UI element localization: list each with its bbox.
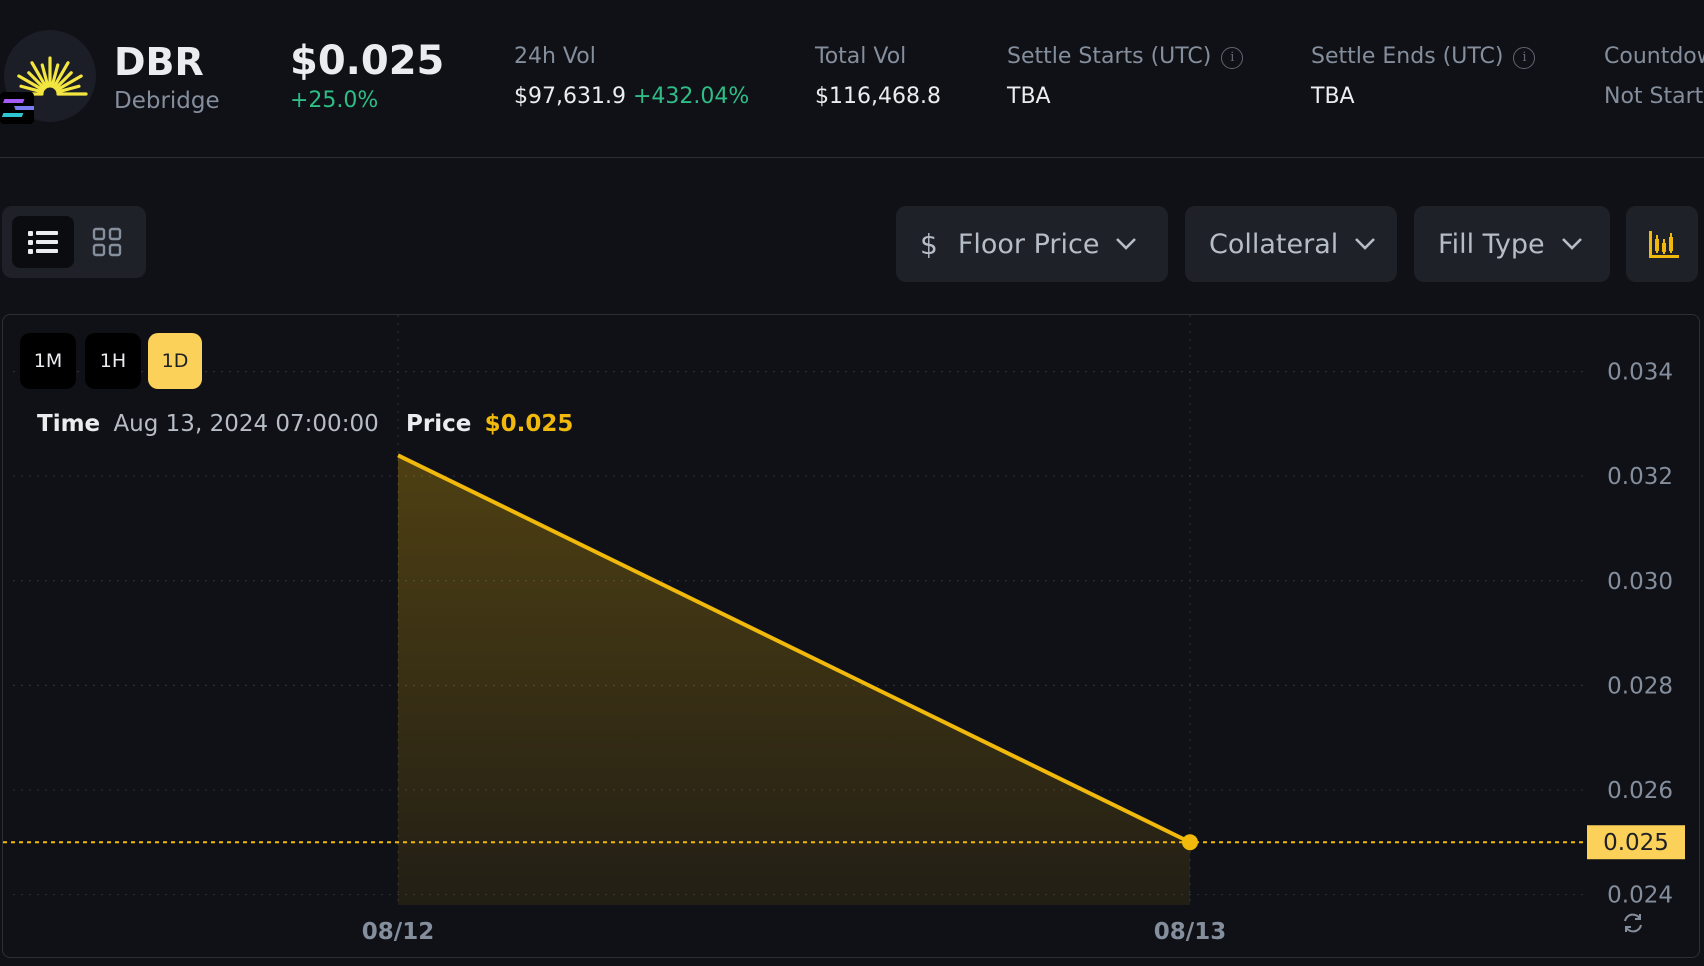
chain-badge-icon — [0, 92, 36, 124]
price-point — [1182, 834, 1198, 851]
collateral-label: Collateral — [1209, 228, 1339, 260]
list-icon — [28, 231, 58, 254]
candlestick-chart-icon — [1649, 231, 1679, 258]
x-tick-label: 08/12 — [362, 919, 434, 945]
dollar-icon: $ — [920, 227, 938, 261]
list-view-button[interactable] — [12, 216, 74, 268]
x-tick-label: 08/13 — [1154, 919, 1226, 945]
countdown-label: Countdown — [1604, 44, 1704, 69]
settle-ends-value: TBA — [1311, 84, 1355, 109]
y-tick-label: 0.034 — [1607, 360, 1673, 386]
token-price: $0.025 — [290, 38, 445, 84]
period-button-1m[interactable]: 1M — [20, 333, 76, 389]
y-tick-label: 0.032 — [1607, 464, 1673, 490]
price-line — [397, 453, 1191, 845]
tooltip-time-value: Aug 13, 2024 07:00:00 — [113, 411, 379, 437]
y-tick-label: 0.030 — [1607, 569, 1673, 595]
grid-icon — [92, 227, 122, 257]
total-vol-label: Total Vol — [815, 44, 907, 69]
current-price-label: 0.025 — [1603, 830, 1669, 856]
tooltip-price-key: Price — [406, 411, 472, 437]
chevron-down-icon — [1355, 238, 1376, 250]
chart-tooltip: Time Aug 13, 2024 07:00:00 Price $0.025 — [37, 411, 573, 437]
settle-ends-label-group: Settle Ends (UTC) i — [1311, 44, 1536, 69]
fill-type-dropdown[interactable]: Fill Type — [1414, 206, 1610, 282]
y-tick-label: 0.024 — [1607, 883, 1673, 909]
market-header: DBR Debridge $0.025 +25.0% 24h Vol $97,6… — [0, 0, 1704, 158]
fill-type-label: Fill Type — [1438, 228, 1545, 260]
info-icon[interactable]: i — [1221, 47, 1244, 69]
price-area — [398, 455, 1190, 905]
total-vol-value: $116,468.8 — [815, 84, 941, 109]
countdown-value: Not Started — [1604, 84, 1704, 109]
chart-toggle-button[interactable] — [1626, 206, 1698, 282]
refresh-icon[interactable] — [1624, 913, 1642, 933]
settle-starts-label: Settle Starts (UTC) — [1007, 44, 1212, 69]
tooltip-price-value: $0.025 — [484, 411, 574, 437]
y-tick-label: 0.026 — [1607, 778, 1673, 804]
token-price-change: +25.0% — [290, 88, 379, 113]
vol24h-change: +432.04% — [632, 84, 750, 109]
price-chart-panel: 0.034 0.032 0.030 0.028 0.026 0.024 0.025 08/12… — [2, 314, 1700, 958]
chevron-down-icon — [1561, 238, 1582, 250]
settle-ends-label: Settle Ends (UTC) — [1311, 44, 1504, 69]
vol24h-label: 24h Vol — [514, 44, 596, 69]
debridge-logo-icon — [12, 56, 88, 96]
floor-price-dropdown[interactable]: $ Floor Price — [896, 206, 1168, 282]
period-button-1h[interactable]: 1H — [85, 333, 141, 389]
view-toggle — [2, 206, 146, 278]
collateral-dropdown[interactable]: Collateral — [1185, 206, 1397, 282]
floor-price-label: Floor Price — [957, 228, 1100, 260]
price-chart[interactable]: 0.034 0.032 0.030 0.028 0.026 0.024 0.025 08/12… — [3, 315, 1700, 958]
settle-starts-value: TBA — [1007, 84, 1051, 109]
info-icon[interactable]: i — [1513, 47, 1536, 69]
grid-view-button[interactable] — [76, 216, 138, 268]
vol24h-value: $97,631.9 — [514, 84, 626, 109]
settle-starts-label-group: Settle Starts (UTC) i — [1007, 44, 1244, 69]
vol24h-value-group: $97,631.9 +432.04% — [514, 84, 749, 109]
current-price-tag — [1587, 825, 1685, 860]
token-name: Debridge — [114, 88, 220, 114]
chevron-down-icon — [1116, 238, 1137, 250]
token-symbol: DBR — [114, 40, 204, 84]
tooltip-time-key: Time — [37, 411, 101, 437]
period-button-1d[interactable]: 1D — [148, 333, 202, 389]
y-tick-label: 0.028 — [1607, 673, 1673, 699]
